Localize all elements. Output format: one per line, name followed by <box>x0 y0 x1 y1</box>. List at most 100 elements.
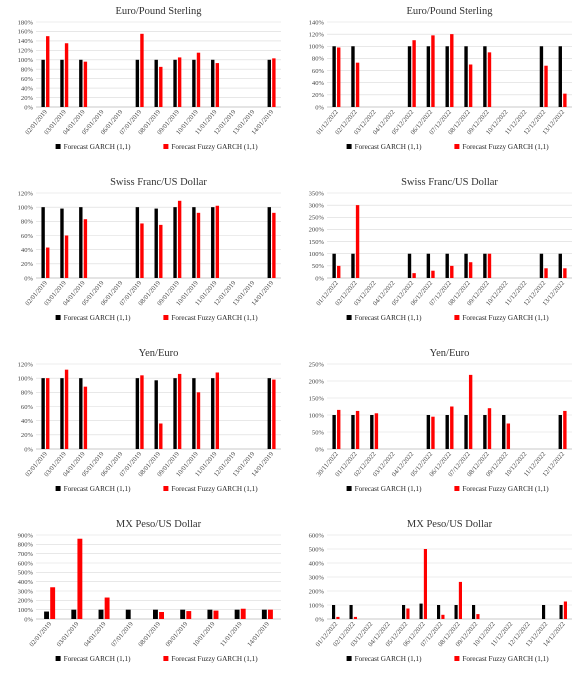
bar-fuzzy-garch <box>64 43 69 107</box>
bar-garch <box>71 609 77 619</box>
bar-garch <box>464 46 468 107</box>
bar-fuzzy-garch <box>431 35 435 107</box>
bar-fuzzy-garch <box>412 40 416 107</box>
y-tick-label: 500% <box>309 546 325 553</box>
bar-fuzzy-garch <box>104 597 110 619</box>
bar-garch <box>407 253 412 278</box>
x-tick-label: 08/01/2019 <box>137 620 162 648</box>
legend-swatch-fuzzy-garch <box>163 315 169 320</box>
bar-fuzzy-garch <box>336 616 340 619</box>
legend-swatch-fuzzy-garch <box>454 656 460 661</box>
bar-fuzzy-garch <box>563 410 567 449</box>
y-tick-label: 800% <box>18 542 34 549</box>
bar-garch <box>559 605 563 619</box>
bar-garch <box>267 378 271 449</box>
y-tick-label: 100% <box>309 412 325 419</box>
y-tick-label: 0% <box>315 104 324 111</box>
y-tick-label: 250% <box>309 215 325 222</box>
x-tick-label: 14/01/2019 <box>246 620 271 648</box>
bar-garch <box>180 609 186 619</box>
y-tick-label: 600% <box>309 532 325 539</box>
bar-fuzzy-garch <box>272 379 276 449</box>
legend-label-fuzzy-garch: Forecast Fuzzy GARCH (1,1) <box>462 655 549 663</box>
y-tick-label: 160% <box>18 29 34 36</box>
y-tick-label: 0% <box>315 446 324 453</box>
bar-fuzzy-garch <box>215 372 220 449</box>
bar-fuzzy-garch <box>177 57 182 107</box>
bar-fuzzy-garch <box>458 581 462 619</box>
bar-fuzzy-garch <box>374 413 379 449</box>
chart-svg: Swiss Franc/US Dollar 0% 50% 100% 150% 200% 25… <box>309 177 572 322</box>
bar-garch <box>351 46 355 107</box>
chart-euro-pound-2019: Euro/Pound Sterling 0% 20% 40% 60% 80% 100% 120… <box>0 0 291 171</box>
chart-title: Swiss Franc/US Dollar <box>401 177 498 188</box>
chart-swiss-franc-2022: Swiss Franc/US Dollar 0% 50% 100% 150% 200% 25… <box>291 171 582 342</box>
bar-garch <box>135 378 140 449</box>
y-tick-label: 20% <box>21 261 34 268</box>
x-tick-label: 10/01/2019 <box>192 620 217 648</box>
y-tick-label: 200% <box>309 378 325 385</box>
y-tick-label: 80% <box>312 56 325 63</box>
bar-garch <box>154 59 158 107</box>
y-tick-label: 40% <box>21 247 34 254</box>
bar-fuzzy-garch <box>46 36 50 107</box>
y-tick-label: 400% <box>18 579 34 586</box>
bar-fuzzy-garch <box>355 410 360 449</box>
y-tick-label: 300% <box>18 588 34 595</box>
y-tick-label: 0% <box>24 275 33 282</box>
bar-garch <box>79 207 83 278</box>
bar-fuzzy-garch <box>544 65 548 107</box>
bar-garch <box>483 46 487 107</box>
chart-swiss-franc-2019: Swiss Franc/US Dollar 0% 20% 40% 60% 80% 100% 1… <box>0 171 291 342</box>
y-tick-label: 200% <box>309 588 325 595</box>
y-tick-label: 60% <box>21 233 34 240</box>
bar-fuzzy-garch <box>240 608 246 619</box>
bar-garch <box>192 59 196 107</box>
y-tick-label: 900% <box>18 532 34 539</box>
legend-swatch-fuzzy-garch <box>163 144 169 149</box>
y-tick-label: 350% <box>309 190 325 197</box>
bar-garch <box>407 46 412 107</box>
bar-fuzzy-garch <box>83 386 88 449</box>
bar-garch <box>41 59 45 107</box>
bar-fuzzy-garch <box>353 616 357 619</box>
bar-fuzzy-garch <box>159 224 163 278</box>
y-tick-label: 0% <box>24 616 33 623</box>
chart-svg: Euro/Pound Sterling 0% 20% 40% 60% 80% 100% 120… <box>309 6 572 151</box>
bar-garch <box>351 253 355 278</box>
bar-fuzzy-garch <box>431 416 435 449</box>
legend-swatch-garch <box>346 486 352 491</box>
chart-title: Yen/Euro <box>139 348 179 359</box>
bar-fuzzy-garch <box>140 375 144 449</box>
bar-garch <box>211 378 215 449</box>
legend-swatch-fuzzy-garch <box>454 315 460 320</box>
bar-garch <box>426 415 431 449</box>
y-tick-label: 0% <box>315 275 324 282</box>
bar-fuzzy-garch <box>563 93 567 107</box>
bar-fuzzy-garch <box>213 610 219 619</box>
y-tick-label: 200% <box>18 598 34 605</box>
legend-swatch-garch <box>55 486 61 491</box>
bar-fuzzy-garch <box>337 47 341 107</box>
legend-label-garch: Forecast GARCH (1,1) <box>355 485 422 493</box>
y-tick-label: 100% <box>18 57 34 64</box>
y-tick-label: 120% <box>309 31 325 38</box>
y-tick-label: 40% <box>21 418 34 425</box>
bar-fuzzy-garch <box>487 253 492 278</box>
bar-fuzzy-garch <box>431 270 435 278</box>
bar-garch <box>426 46 431 107</box>
chart-svg: Euro/Pound Sterling 0% 20% 40% 60% 80% 100% 120… <box>18 6 281 151</box>
bar-fuzzy-garch <box>267 609 273 619</box>
legend-swatch-fuzzy-garch <box>454 486 460 491</box>
bar-fuzzy-garch <box>186 611 192 619</box>
chart-title: Swiss Franc/US Dollar <box>110 177 207 188</box>
legend-label-garch: Forecast GARCH (1,1) <box>64 485 131 493</box>
bar-garch <box>234 609 240 619</box>
bar-garch <box>445 415 449 449</box>
bar-fuzzy-garch <box>441 614 445 619</box>
bar-garch <box>558 46 562 107</box>
chart-yen-euro-2022: Yen/Euro 0% 50% 100% 150% 200% 250% 30/11/2022 0… <box>291 342 582 513</box>
legend-label-garch: Forecast GARCH (1,1) <box>355 143 422 151</box>
bar-fuzzy-garch <box>487 52 492 107</box>
chart-svg: MX Peso/US Dollar 0% 100% 200% 300% 400% 500% 6… <box>309 519 572 663</box>
